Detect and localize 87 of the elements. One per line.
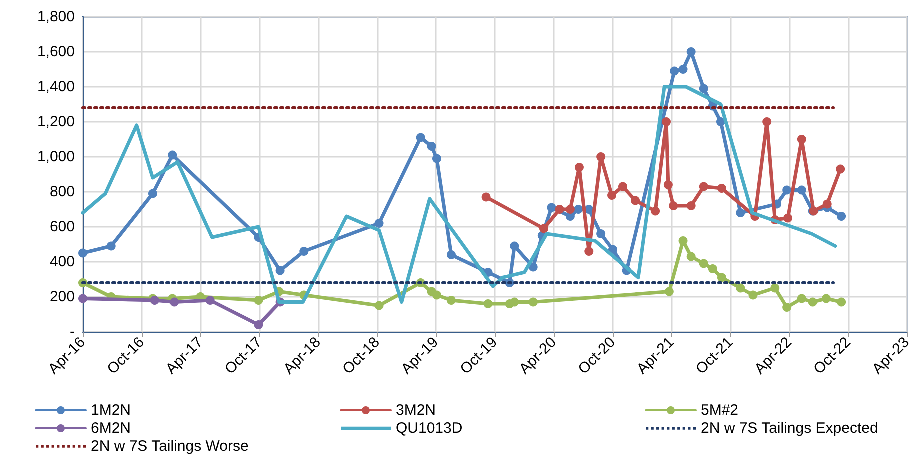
point [170, 298, 180, 307]
point [584, 247, 594, 256]
point [78, 294, 88, 304]
point [596, 230, 606, 238]
point [797, 135, 806, 144]
point [416, 133, 426, 142]
point [148, 189, 158, 198]
y-tick-label: 1,800 [37, 8, 75, 26]
y-tick-label: 1,600 [37, 44, 75, 60]
point [547, 203, 556, 212]
point [678, 236, 688, 246]
y-tick-label: 400 [50, 254, 75, 270]
point [566, 205, 575, 214]
point [510, 298, 520, 307]
point [168, 150, 178, 160]
point [699, 182, 708, 192]
point [374, 301, 384, 310]
point [782, 303, 792, 312]
point [717, 184, 726, 193]
point [770, 284, 780, 293]
point [836, 164, 846, 174]
point [631, 196, 640, 206]
point [736, 208, 746, 218]
point [540, 224, 548, 234]
y-tick-label: 200 [50, 288, 75, 306]
point [670, 66, 680, 76]
point [686, 202, 696, 210]
point [276, 266, 285, 276]
legend-label: 5M#2 [701, 402, 739, 419]
point [206, 296, 215, 305]
y-tick-label: - [70, 324, 75, 340]
point [618, 182, 628, 192]
point [797, 186, 806, 195]
point [574, 205, 583, 214]
point [837, 298, 846, 307]
point [446, 250, 456, 260]
point [254, 320, 264, 330]
point [686, 252, 696, 262]
y-tick-label: 1,400 [37, 78, 75, 96]
point [482, 192, 491, 202]
y-tick-label: 800 [50, 184, 75, 200]
point [664, 180, 673, 190]
point [717, 273, 726, 282]
point [510, 242, 520, 251]
point [784, 214, 793, 223]
point [651, 206, 660, 216]
point [427, 142, 436, 151]
point [300, 247, 309, 256]
point [699, 259, 708, 268]
point [432, 154, 442, 164]
point [822, 294, 831, 304]
point [797, 294, 806, 304]
point [762, 118, 772, 126]
point [662, 118, 672, 126]
point [686, 48, 696, 56]
point [708, 264, 718, 274]
point [664, 287, 674, 296]
legend-label: 6M2N [91, 420, 132, 437]
point [669, 202, 678, 210]
point [608, 191, 617, 200]
point [596, 152, 606, 162]
point [446, 296, 456, 305]
y-tick-label: 600 [50, 218, 75, 236]
point [254, 296, 264, 305]
point [555, 205, 564, 214]
legend-label: 2N w 7S Tailings Expected [701, 420, 878, 437]
point [432, 290, 442, 300]
point [782, 186, 792, 195]
point [736, 284, 746, 293]
legend-label: 3M2N [396, 402, 436, 419]
point [699, 84, 708, 94]
y-tick-label: 1,200 [37, 114, 75, 130]
point [748, 290, 758, 300]
point [822, 200, 832, 209]
point [837, 212, 846, 221]
point [484, 300, 493, 308]
point [78, 248, 88, 258]
point [808, 298, 818, 307]
point [678, 65, 688, 74]
point [528, 298, 538, 307]
legend-label: 2N w 7S Tailings Worse [91, 438, 249, 455]
point [106, 242, 116, 251]
point [374, 219, 384, 228]
y-tick-label: 1,000 [37, 148, 75, 166]
point [574, 163, 584, 172]
legend-label: 1M2N [91, 402, 132, 419]
legend-label: QU1013D [396, 420, 463, 437]
